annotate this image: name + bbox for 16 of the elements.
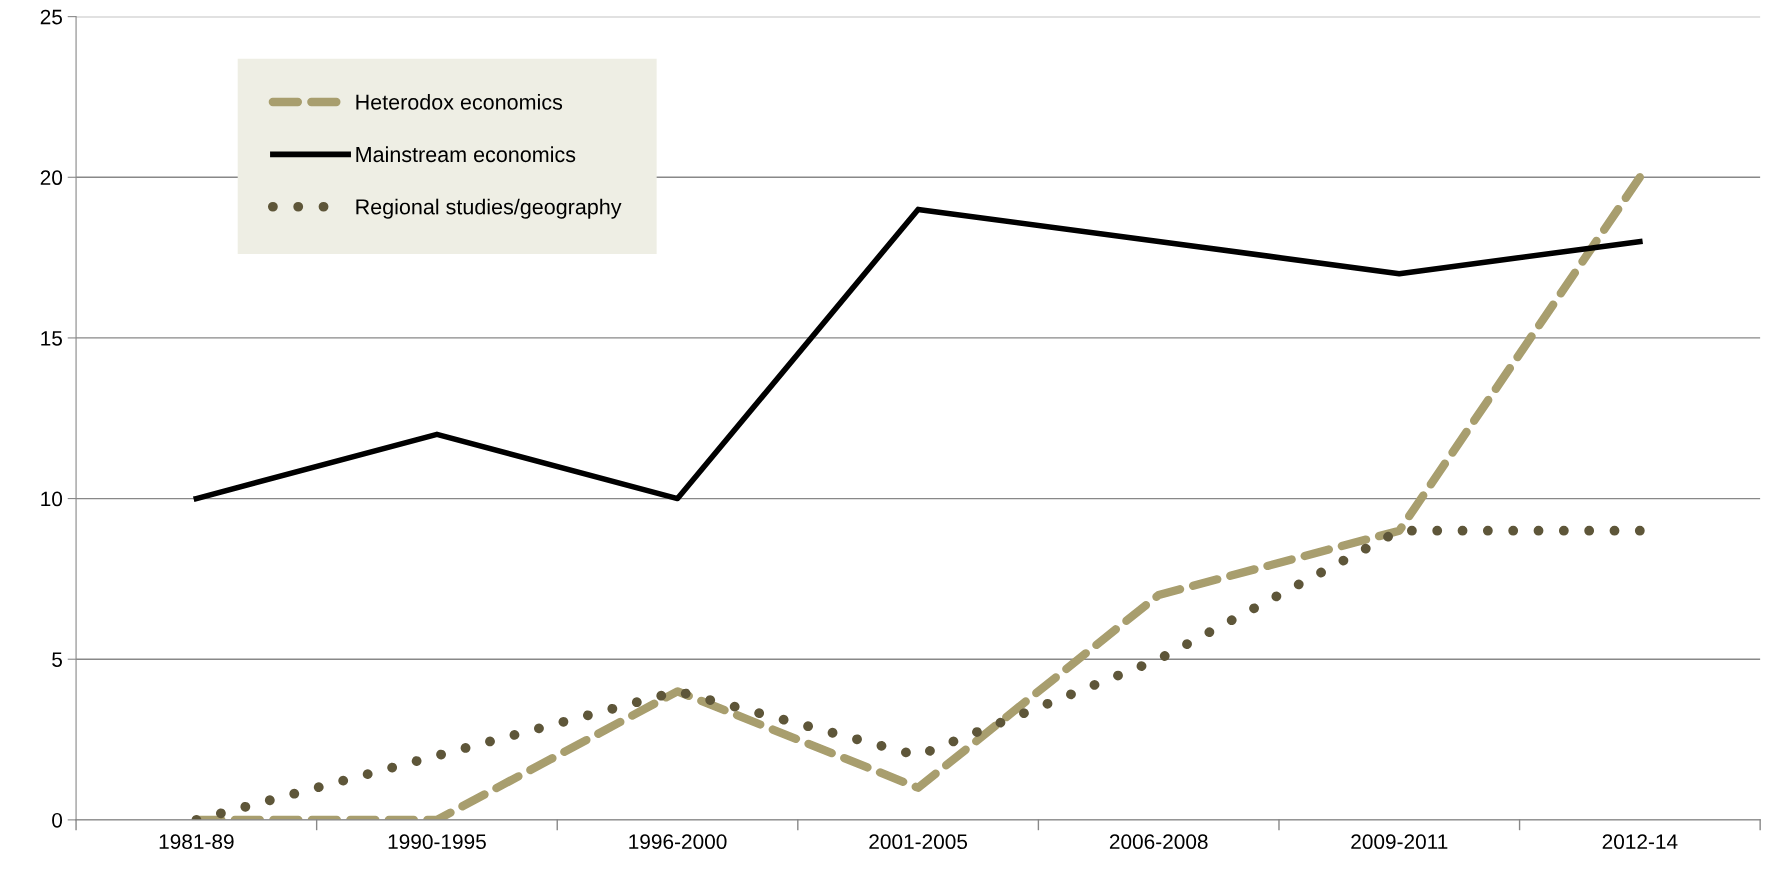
legend-label: Heterodox economics — [356, 93, 563, 110]
x-tick-label: 2001-2005 — [869, 834, 968, 850]
y-tick-label: 20 — [40, 170, 63, 186]
x-tick-label: 1996-2000 — [629, 834, 727, 850]
y-tick-label: 10 — [41, 491, 63, 507]
x-tick-label: 2009-2011 — [1351, 834, 1448, 850]
y-tick-label: 15 — [41, 331, 62, 346]
legend-label: Mainstream economics — [356, 146, 576, 163]
y-tick-label: 25 — [40, 9, 62, 25]
x-tick-label: 1981-89 — [159, 834, 234, 850]
x-tick-label: 1990-1995 — [388, 834, 486, 850]
y-tick-label: 0 — [52, 812, 63, 828]
x-tick-label: 2012-14 — [1602, 834, 1678, 850]
y-tick-label: 5 — [52, 652, 62, 667]
legend-label: Regional studies/geography — [356, 198, 622, 219]
x-tick-label: 2006-2008 — [1109, 834, 1208, 850]
